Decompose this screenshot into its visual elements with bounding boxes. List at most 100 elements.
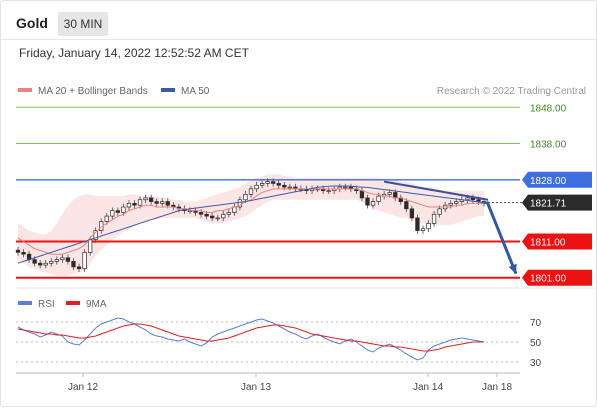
price-tags: 1848.00 1838.00 1828.00 1811.00 1801.00 1821.… bbox=[522, 103, 592, 286]
candle-body bbox=[160, 201, 165, 204]
level-tag-1801.00-label: 1801.00 bbox=[530, 274, 567, 285]
candle-body bbox=[404, 201, 409, 210]
candle-body bbox=[54, 259, 59, 262]
ma50-line bbox=[17, 185, 485, 264]
level-tag-1828.00-box bbox=[522, 171, 592, 188]
legend-swatch-ma50 bbox=[161, 88, 175, 92]
candle-body bbox=[165, 201, 170, 206]
level-tag-1828.00-label: 1828.00 bbox=[530, 176, 567, 187]
rsi-tick-70: 70 bbox=[530, 318, 542, 329]
candle-body bbox=[38, 262, 43, 266]
candle-body bbox=[132, 203, 137, 206]
candle-body bbox=[210, 215, 215, 219]
symbol-title: Gold bbox=[16, 15, 48, 31]
projection-arrow-shaft bbox=[485, 201, 518, 275]
candle-body bbox=[60, 257, 65, 260]
rsi-legend: RSI 9MA bbox=[18, 299, 107, 310]
candle-body bbox=[148, 197, 154, 202]
candle-body bbox=[426, 222, 431, 230]
candle-body bbox=[21, 252, 26, 255]
candles bbox=[15, 178, 487, 272]
candle-body bbox=[287, 186, 292, 189]
candle-body bbox=[110, 210, 115, 217]
candle-body bbox=[365, 197, 370, 206]
x-tick-label: Jan 13 bbox=[241, 382, 271, 393]
price-levels bbox=[16, 106, 520, 279]
candle-body bbox=[254, 184, 259, 190]
legend-swatch-rsi bbox=[18, 301, 32, 305]
candle-body bbox=[32, 259, 37, 264]
widget-header: Gold 30 MIN bbox=[1, 1, 596, 40]
legend-label-rsi: RSI bbox=[38, 299, 55, 310]
legend-label-ma50: MA 50 bbox=[181, 86, 210, 97]
candle-body bbox=[198, 212, 204, 215]
candle-body bbox=[137, 199, 143, 206]
rsi-9ma-line bbox=[17, 323, 484, 352]
candle-body bbox=[248, 188, 254, 195]
candle-body bbox=[104, 215, 109, 222]
candle-body bbox=[126, 203, 132, 208]
candle-body bbox=[448, 203, 453, 206]
x-axis: Jan 12 Jan 13 Jan 14 Jan 18 bbox=[68, 373, 512, 393]
candle-body bbox=[243, 193, 248, 201]
level-label-1848.00: 1848.00 bbox=[530, 103, 567, 114]
price-legend: MA 20 + Bollinger Bands MA 50 bbox=[18, 86, 210, 97]
ma20-line bbox=[17, 188, 484, 255]
candle-body bbox=[43, 262, 48, 266]
candle-body bbox=[65, 257, 71, 262]
level-tag-1801.00-box bbox=[522, 269, 592, 286]
rsi-line bbox=[17, 317, 485, 361]
candle-body bbox=[359, 190, 365, 199]
rsi-panel: 70 50 30 bbox=[16, 317, 542, 369]
candle-body bbox=[143, 197, 148, 201]
candle-body bbox=[276, 183, 281, 186]
candle-body bbox=[82, 252, 87, 270]
candle-body bbox=[370, 201, 376, 206]
candle-body bbox=[154, 201, 159, 204]
research-credit: Research © 2022 Trading Central bbox=[437, 86, 586, 97]
rsi-tick-30: 30 bbox=[530, 358, 542, 369]
candle-body bbox=[76, 266, 82, 270]
candle-body bbox=[71, 261, 76, 268]
candle-body bbox=[431, 213, 437, 224]
candle-body bbox=[259, 183, 265, 186]
candle-body bbox=[265, 181, 270, 184]
candle-body bbox=[343, 186, 348, 189]
level-label-1838.00: 1838.00 bbox=[530, 140, 567, 151]
candle-body bbox=[226, 212, 231, 215]
x-tick-label: Jan 18 bbox=[482, 382, 512, 393]
candle-body bbox=[115, 210, 121, 213]
legend-label-9ma: 9MA bbox=[86, 299, 107, 310]
candle-body bbox=[15, 249, 21, 253]
candle-body bbox=[415, 217, 420, 231]
candle-body bbox=[465, 197, 470, 201]
candle-body bbox=[409, 208, 415, 219]
level-tag-1811.00-label: 1811.00 bbox=[530, 237, 566, 248]
candle-body bbox=[437, 208, 442, 215]
candle-body bbox=[204, 213, 209, 217]
moving-averages bbox=[17, 185, 485, 264]
candle-body bbox=[271, 181, 276, 184]
projection-arrow-head bbox=[508, 263, 517, 274]
legend-swatch-9ma bbox=[66, 301, 80, 305]
timeframe-badge[interactable]: 30 MIN bbox=[58, 12, 108, 36]
candle-body bbox=[49, 261, 54, 264]
candle-body bbox=[326, 190, 331, 193]
rsi-tick-50: 50 bbox=[530, 338, 542, 349]
legend-label-ma20: MA 20 + Bollinger Bands bbox=[38, 86, 148, 97]
candle-body bbox=[420, 228, 426, 231]
candle-body bbox=[237, 199, 243, 208]
candle-body bbox=[454, 201, 459, 204]
legend-swatch-ma20 bbox=[18, 88, 32, 92]
candle-body bbox=[387, 192, 392, 195]
candle-body bbox=[87, 239, 93, 253]
x-tick-label: Jan 14 bbox=[413, 382, 443, 393]
annotations bbox=[383, 180, 522, 275]
candle-body bbox=[221, 213, 226, 219]
last-price-tag-box bbox=[522, 194, 592, 211]
last-price-tag-label: 1821.71 bbox=[530, 199, 567, 210]
candle-body bbox=[121, 206, 126, 213]
candle-body bbox=[215, 217, 220, 220]
level-tag-1811.00-box bbox=[522, 233, 592, 250]
